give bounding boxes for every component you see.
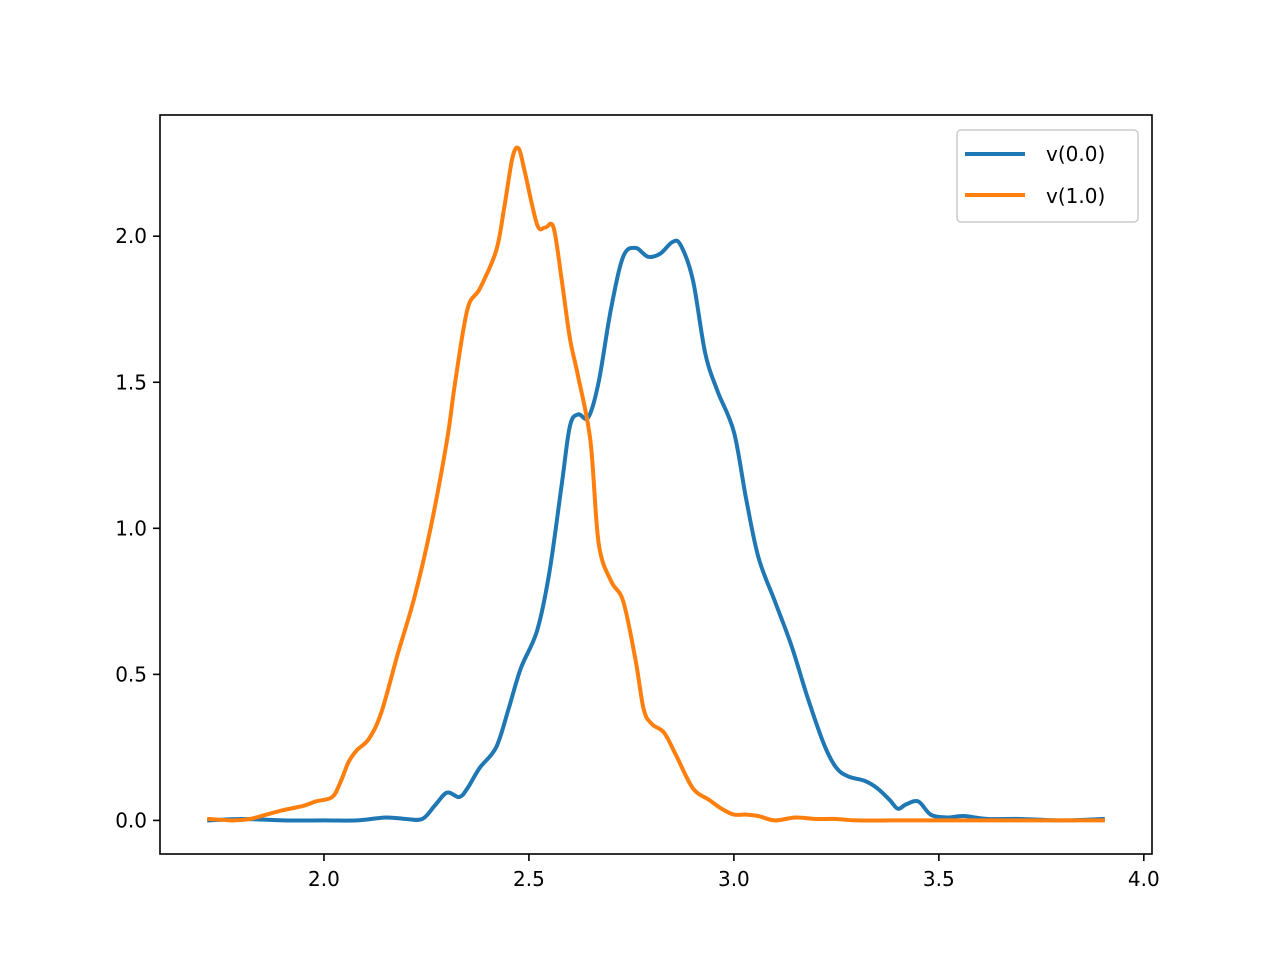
x-tick-label: 2.0	[308, 867, 340, 891]
plot-area	[160, 115, 1152, 854]
x-tick-label: 4.0	[1128, 867, 1160, 891]
x-tick-label: 3.5	[923, 867, 955, 891]
legend: v(0.0) v(1.0)	[956, 129, 1139, 223]
plot-frame	[159, 114, 1153, 855]
series-layer	[207, 145, 1105, 823]
x-tick-label: 3.0	[718, 867, 750, 891]
legend-label-v1: v(1.0)	[1046, 184, 1105, 208]
series-line-v1	[207, 145, 1105, 823]
y-tick-label: 1.0	[115, 516, 147, 540]
series-line-v0	[207, 238, 1105, 823]
y-tick-label: 0.0	[115, 808, 147, 832]
y-tick-label: 2.0	[115, 224, 147, 248]
y-tick-label: 1.5	[115, 370, 147, 394]
y-tick-label: 0.5	[115, 662, 147, 686]
legend-label-v0: v(0.0)	[1046, 142, 1105, 166]
y-axis: 0.0 0.5 1.0 1.5 2.0	[115, 224, 160, 832]
x-axis: 2.0 2.5 3.0 3.5 4.0	[308, 854, 1160, 891]
x-tick-label: 2.5	[513, 867, 545, 891]
